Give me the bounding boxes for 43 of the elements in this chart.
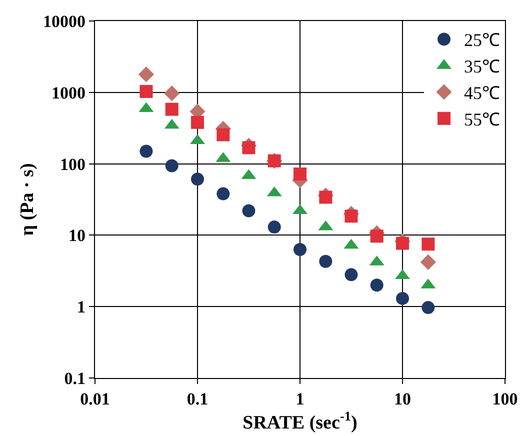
x-tick-label: 0.1 [186, 390, 208, 408]
point [216, 187, 230, 200]
legend-label: 35℃ [464, 56, 500, 77]
y-tick-label: 1 [77, 298, 86, 317]
y-tick-label: 10000 [43, 12, 86, 31]
point [422, 301, 435, 314]
point [294, 243, 306, 256]
point [164, 86, 180, 102]
point [396, 292, 409, 305]
y-tick-label: 100 [60, 154, 86, 174]
x-tick-label: 1 [296, 390, 304, 408]
y-tick-label: 0.1 [64, 368, 86, 388]
point [216, 128, 230, 142]
point [191, 116, 204, 129]
y-tick-label: 1000 [52, 83, 86, 102]
point [344, 268, 358, 282]
point [140, 84, 153, 98]
point [370, 230, 384, 243]
point [422, 238, 435, 251]
point [344, 210, 358, 223]
point [268, 220, 281, 234]
point [319, 254, 332, 268]
x-tick-label: 10 [394, 390, 411, 408]
point [319, 190, 332, 204]
point [420, 254, 436, 270]
x-axis-title: SRATE (sec$^{-1}$) [242, 408, 358, 434]
point [294, 167, 306, 180]
point [396, 236, 409, 250]
point [242, 141, 256, 154]
point [138, 66, 154, 82]
point [165, 102, 178, 116]
point [165, 159, 178, 172]
point [140, 144, 153, 158]
legend-label: 55℃ [464, 109, 500, 130]
x-tick-label: 0.01 [80, 390, 110, 408]
x-tick-label: 100 [492, 390, 518, 408]
legend-label: 25℃ [464, 30, 500, 50]
point [242, 204, 256, 218]
point [370, 278, 384, 292]
legend-label: 45℃ [464, 83, 500, 104]
y-axis-title: η (Pa · s) [16, 163, 38, 236]
y-tick-label: 10 [68, 226, 86, 246]
point [191, 172, 204, 186]
